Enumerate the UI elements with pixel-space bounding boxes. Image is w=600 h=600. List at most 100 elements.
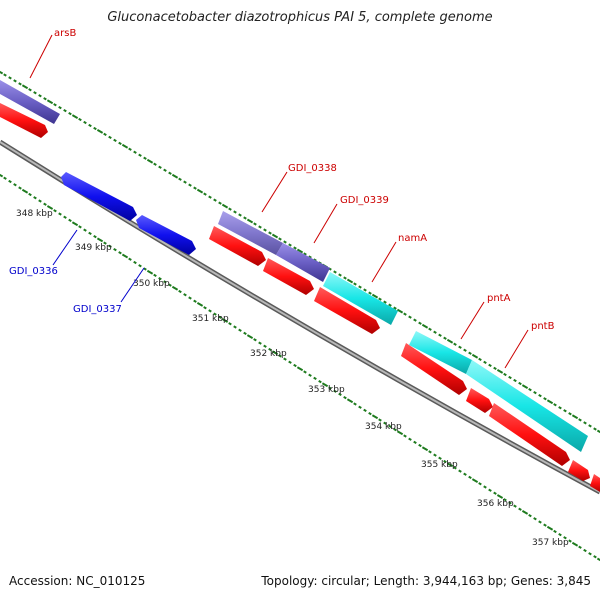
inner-scale-tick (571, 541, 579, 547)
outer-scale-tick (368, 291, 372, 295)
inner-scale-tick (63, 215, 67, 219)
outer-scale-tick (133, 150, 137, 154)
scale-tick-labels: 348 kbp 349 kbp 350 kbp 351 kbp 352 kbp … (16, 209, 569, 548)
outer-scale-tick (408, 315, 412, 319)
inner-scale-tick (118, 251, 122, 255)
outer-scale-tick (283, 240, 287, 244)
feature-arsB[interactable] (0, 80, 60, 124)
tick-label-350: 350 kbp (133, 279, 170, 289)
inner-scale-tick (93, 234, 97, 239)
red-cds-7[interactable] (489, 403, 570, 466)
reverse-strand-track (61, 172, 196, 255)
feature-pntB[interactable] (466, 360, 588, 452)
genome-summary-text: Topology: circular; Length: 3,944,163 bp… (261, 574, 591, 588)
outer-scale-tick (453, 342, 457, 346)
inner-scale-tick (308, 373, 312, 377)
red-cds-2[interactable] (209, 226, 266, 266)
outer-scale-tick (508, 375, 512, 380)
outer-scale-tick (333, 270, 337, 274)
inner-scale-tick (271, 350, 279, 356)
inner-scale-tick (413, 440, 417, 445)
feature-GDI_0338[interactable] (218, 211, 283, 255)
inner-scale-tick (83, 228, 87, 232)
outer-scale-tick (446, 338, 454, 344)
inner-scale-tick (208, 309, 212, 313)
feature-GDI_0339[interactable] (276, 243, 330, 282)
inner-scale-tick (471, 478, 479, 483)
red-cds-9[interactable] (590, 474, 600, 492)
inner-scale-tick (53, 209, 57, 213)
label-GDI_0338[interactable]: GDI_0338 (288, 163, 337, 174)
inner-scale-tick (246, 334, 254, 339)
inner-scale-tick (533, 517, 537, 521)
label-GDI_0339[interactable]: GDI_0339 (340, 195, 389, 206)
inner-scale-tick (343, 395, 347, 400)
red-cds-8[interactable] (568, 460, 590, 481)
red-cds-3[interactable] (263, 258, 314, 295)
inner-scale-tick (121, 253, 129, 259)
inner-scale-tick (296, 366, 304, 372)
outer-scale-tick (208, 195, 212, 199)
leader-pntB (504, 329, 529, 369)
outer-scale-tick (43, 97, 47, 101)
label-pntA[interactable]: pntA (487, 293, 511, 304)
red-cds-4[interactable] (314, 287, 380, 334)
outer-scale-tick (143, 156, 147, 160)
red-cds-5[interactable] (401, 343, 467, 395)
label-pntB[interactable]: pntB (531, 321, 555, 332)
outer-scale-tick (188, 183, 192, 187)
outer-scale-tick (596, 429, 600, 435)
label-GDI_0337[interactable]: GDI_0337 (73, 304, 122, 315)
cds-red-track (0, 103, 600, 492)
outer-scale-tick (108, 135, 112, 140)
inner-scale-tick (28, 192, 32, 197)
outer-scale-tick (83, 120, 87, 125)
tick-label-357: 357 kbp (532, 538, 569, 548)
inner-scale-tick (218, 315, 222, 319)
outer-scale-tick (583, 421, 587, 425)
leader-arsB (29, 34, 53, 79)
outer-scale-tick (296, 248, 304, 254)
leader-GDI_0339 (313, 203, 338, 244)
outer-scale-tick (93, 126, 97, 131)
inner-scale-tick (8, 179, 12, 184)
outer-scale-tick (413, 318, 417, 322)
red-cds-1[interactable] (0, 103, 48, 138)
feature-GDI_0336[interactable] (61, 172, 137, 221)
inner-scale-tick (108, 244, 112, 248)
inner-scale-tick (438, 456, 442, 460)
label-GDI_0336[interactable]: GDI_0336 (9, 266, 58, 277)
red-cds-6[interactable] (466, 388, 493, 413)
feature-pntA[interactable] (409, 331, 472, 374)
inner-scale-tick (258, 341, 262, 345)
outer-scale-tick (118, 141, 122, 146)
outer-scale-tick (128, 147, 132, 151)
inner-scale-tick (508, 501, 512, 505)
inner-scale-tick (513, 504, 517, 508)
inner-scale-tick (588, 552, 592, 556)
feature-GDI_0337[interactable] (136, 215, 196, 255)
outer-scale-tick (33, 91, 37, 95)
tick-label-351: 351 kbp (192, 314, 229, 324)
inner-scale-tick (383, 421, 387, 425)
inner-scale-tick (368, 411, 372, 416)
outer-scale-tick (58, 105, 62, 110)
outer-scale-tick (221, 203, 229, 209)
tick-label-356: 356 kbp (477, 499, 514, 509)
feature-namA[interactable] (323, 272, 398, 325)
outer-scale-tick (308, 255, 312, 259)
inner-scale-tick (103, 241, 107, 245)
outer-scale-tick (213, 198, 217, 202)
inner-scale-tick (496, 494, 504, 499)
outer-scale-tick (353, 282, 357, 286)
label-arsB[interactable]: arsB (54, 28, 76, 39)
accession-text: Accession: NC_010125 (9, 574, 146, 588)
outer-scale-tick (246, 218, 254, 224)
label-namA[interactable]: namA (398, 233, 427, 244)
inner-scale-tick (221, 318, 229, 323)
inner-scale-tick (521, 510, 529, 515)
inner-scale-tick (263, 344, 267, 348)
inner-scale-tick (518, 507, 522, 511)
outer-scale-tick (28, 88, 32, 92)
